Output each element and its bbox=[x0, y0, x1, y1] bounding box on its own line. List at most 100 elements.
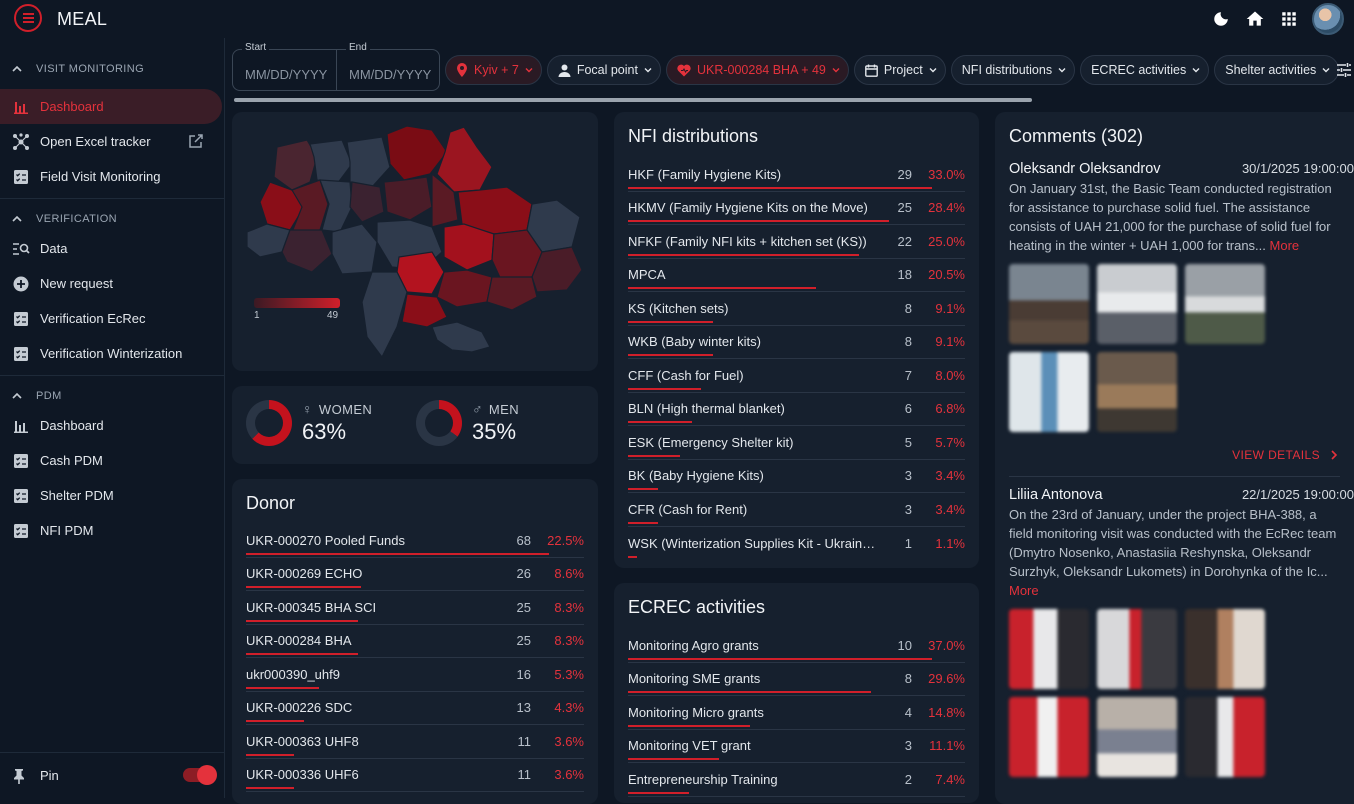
sidebar-item-dashboard[interactable]: Dashboard bbox=[0, 89, 222, 124]
row-percent: 9.1% bbox=[935, 300, 965, 316]
end-date-label: End bbox=[346, 42, 370, 53]
end-date-input[interactable]: End MM/DD/YYYY bbox=[336, 42, 439, 90]
photo-thumbnail[interactable] bbox=[1097, 609, 1177, 689]
row-bar bbox=[628, 253, 860, 256]
row-percent: 6.8% bbox=[935, 401, 965, 417]
dark-mode-icon[interactable] bbox=[1210, 8, 1232, 30]
filter-chip-location[interactable]: Kyiv + 7 bbox=[445, 55, 542, 85]
list-item[interactable]: UKR-000226 SDC 13 4.3% bbox=[246, 692, 584, 725]
sidebar-item-verification-winterization[interactable]: Verification Winterization bbox=[0, 336, 224, 371]
photo-thumbnail[interactable] bbox=[1009, 264, 1089, 344]
section-visit-monitoring[interactable]: VISIT MONITORING bbox=[0, 57, 224, 81]
pin-toggle[interactable] bbox=[183, 765, 217, 785]
list-item[interactable]: UKR-000336 UHF6 11 3.6% bbox=[246, 759, 584, 792]
photo-thumbnail[interactable] bbox=[1185, 264, 1265, 344]
sidebar-item-verification-ecrec[interactable]: Verification EcRec bbox=[0, 301, 224, 336]
gender-card: ♀ WOMEN 63% ♂ MEN 35% bbox=[232, 386, 598, 464]
filter-settings-icon[interactable] bbox=[1336, 62, 1352, 78]
divider bbox=[1009, 476, 1340, 477]
list-item[interactable]: UKR-000269 ECHO 26 8.6% bbox=[246, 558, 584, 591]
women-value: 63% bbox=[302, 419, 347, 444]
row-label: Entrepreneurship Training bbox=[628, 771, 778, 787]
sidebar-item-cash-pdm[interactable]: Cash PDM bbox=[0, 443, 224, 478]
filter-chip-ecrec-activities[interactable]: ECREC activities bbox=[1080, 55, 1210, 85]
filter-chip-shelter-activities[interactable]: Shelter activities bbox=[1214, 55, 1340, 85]
row-label: UKR-000284 BHA bbox=[246, 633, 352, 649]
sidebar-item-pdm-dashboard[interactable]: Dashboard bbox=[0, 408, 224, 443]
photo-thumbnail[interactable] bbox=[1097, 697, 1177, 777]
view-details-link[interactable]: VIEW DETAILS bbox=[1009, 448, 1354, 462]
filter-chip-nfi-distributions[interactable]: NFI distributions bbox=[950, 55, 1076, 85]
row-label: CFF (Cash for Fuel) bbox=[628, 367, 744, 383]
list-item[interactable]: UKR-000284 BHA 25 8.3% bbox=[246, 625, 584, 658]
filter-chip-donor[interactable]: UKR-000284 BHA + 49 bbox=[665, 55, 849, 85]
more-link[interactable]: More bbox=[1269, 238, 1300, 253]
list-item[interactable]: HKMV (Family Hygiene Kits on the Move) 25… bbox=[628, 192, 965, 225]
list-item[interactable]: Entrepreneurship Training 2 7.4% bbox=[628, 763, 965, 797]
comment-author: Oleksandr Oleksandrov bbox=[1009, 161, 1161, 177]
filter-bar-scrollbar[interactable] bbox=[234, 98, 1032, 102]
sidebar-item-open-excel-tracker[interactable]: Open Excel tracker bbox=[0, 124, 224, 159]
list-item[interactable]: MPCA 18 20.5% bbox=[628, 259, 965, 292]
list-item[interactable]: Monitoring SME grants 8 29.6% bbox=[628, 663, 965, 696]
filter-chip-project[interactable]: Project bbox=[853, 55, 946, 85]
sidebar-item-data[interactable]: Data bbox=[0, 231, 224, 266]
more-link[interactable]: More bbox=[1009, 583, 1039, 598]
section-pdm[interactable]: PDM bbox=[0, 384, 224, 408]
row-count: 10 bbox=[897, 637, 912, 653]
list-item[interactable]: UKR-000270 Pooled Funds 68 22.5% bbox=[246, 524, 584, 558]
row-bar bbox=[628, 521, 659, 524]
map-legend-min: 1 bbox=[254, 310, 260, 321]
row-count: 7 bbox=[904, 367, 912, 383]
sidebar-item-new-request[interactable]: New request bbox=[0, 266, 224, 301]
photo-thumbnail[interactable] bbox=[1097, 352, 1177, 432]
list-item[interactable]: UKR-000345 BHA SCI 25 8.3% bbox=[246, 591, 584, 625]
photo-thumbnail[interactable] bbox=[1009, 352, 1089, 432]
apps-grid-icon[interactable] bbox=[1278, 8, 1300, 30]
photo-thumbnail[interactable] bbox=[1009, 609, 1089, 689]
list-item[interactable]: Monitoring Agro grants 10 37.0% bbox=[628, 629, 965, 663]
date-range-picker: Start MM/DD/YYYY End MM/DD/YYYY bbox=[232, 42, 440, 91]
sidebar-item-field-visit-monitoring[interactable]: Field Visit Monitoring bbox=[0, 159, 224, 194]
list-item[interactable]: BLN (High thermal blanket) 6 6.8% bbox=[628, 393, 965, 426]
photo-thumbnail[interactable] bbox=[1097, 264, 1177, 344]
row-bar bbox=[628, 724, 750, 727]
chevron-up-icon bbox=[12, 215, 22, 222]
row-label: HKF (Family Hygiene Kits) bbox=[628, 166, 782, 182]
start-date-input[interactable]: Start MM/DD/YYYY bbox=[233, 42, 336, 90]
home-icon[interactable] bbox=[1244, 8, 1266, 30]
list-item[interactable]: CFR (Cash for Rent) 3 3.4% bbox=[628, 493, 965, 527]
comment-body: On January 31st, the Basic Team conducte… bbox=[1009, 181, 1332, 253]
photo-thumbnail[interactable] bbox=[1009, 697, 1089, 777]
sidebar-item-nfi-pdm[interactable]: NFI PDM bbox=[0, 513, 224, 548]
photo-thumbnail[interactable] bbox=[1185, 697, 1265, 777]
list-item[interactable]: HKF (Family Hygiene Kits) 29 33.0% bbox=[628, 158, 965, 192]
list-item[interactable]: BK (Baby Hygiene Kits) 3 3.4% bbox=[628, 460, 965, 493]
open-external-icon[interactable] bbox=[188, 133, 204, 149]
list-item[interactable]: ukr000390_uhf9 16 5.3% bbox=[246, 658, 584, 692]
add-circle-icon bbox=[12, 275, 30, 293]
chip-label: NFI distributions bbox=[961, 63, 1053, 77]
menu-button[interactable] bbox=[14, 4, 42, 32]
list-item[interactable]: Monitoring VET grant 3 11.1% bbox=[628, 730, 965, 763]
row-count: 29 bbox=[897, 166, 912, 182]
section-verification[interactable]: VERIFICATION bbox=[0, 207, 224, 231]
person-icon bbox=[558, 64, 571, 77]
filter-chip-focal-point[interactable]: Focal point bbox=[546, 55, 661, 85]
list-item[interactable]: NFKF (Family NFI kits + kitchen set (KS)… bbox=[628, 225, 965, 259]
list-item[interactable]: UKR-000363 UHF8 11 3.6% bbox=[246, 725, 584, 759]
list-item[interactable]: WKB (Baby winter kits) 8 9.1% bbox=[628, 326, 965, 359]
checklist-icon bbox=[12, 522, 30, 540]
list-item[interactable]: WSK (Winterization Supplies Kit - Ukrain… bbox=[628, 527, 965, 561]
list-item[interactable]: ESK (Emergency Shelter kit) 5 5.7% bbox=[628, 426, 965, 460]
photo-thumbnail[interactable] bbox=[1185, 609, 1265, 689]
list-item[interactable]: Monitoring Micro grants 4 14.8% bbox=[628, 696, 965, 730]
start-date-placeholder: MM/DD/YYYY bbox=[245, 67, 328, 82]
row-label: NFKF (Family NFI kits + kitchen set (KS)… bbox=[628, 233, 867, 249]
checklist-icon bbox=[12, 345, 30, 363]
list-item[interactable]: KS (Kitchen sets) 8 9.1% bbox=[628, 292, 965, 326]
list-item[interactable]: CFF (Cash for Fuel) 7 8.0% bbox=[628, 359, 965, 393]
sidebar-item-shelter-pdm[interactable]: Shelter PDM bbox=[0, 478, 224, 513]
user-avatar[interactable] bbox=[1312, 3, 1344, 35]
chevron-down-icon bbox=[1322, 68, 1330, 73]
